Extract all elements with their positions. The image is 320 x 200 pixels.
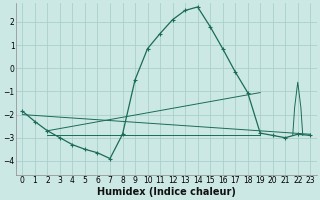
X-axis label: Humidex (Indice chaleur): Humidex (Indice chaleur) [97,187,236,197]
